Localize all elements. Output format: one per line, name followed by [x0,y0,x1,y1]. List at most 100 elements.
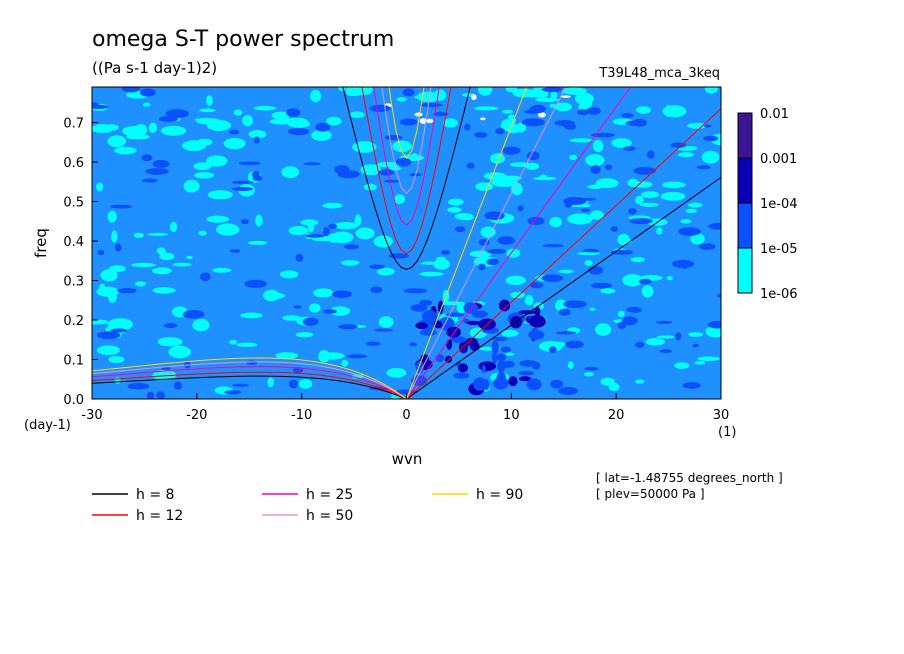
kelvin-wave-curve [406,87,631,399]
low-power-patch [207,190,233,200]
mid-power-patch [517,205,524,212]
colorbar-label: 1e-06 [760,287,798,302]
low-power-patch [635,379,645,384]
high-power-patch [500,346,511,353]
mid-power-patch [610,226,618,232]
high-power-patch [444,355,453,363]
low-power-patch [549,103,557,108]
low-power-patch [641,285,654,298]
x-tick-label: 30 [713,408,730,423]
colorbar-band [737,247,753,294]
low-power-patch [661,181,686,189]
mid-power-patch [564,123,577,130]
low-power-patch [656,335,676,339]
low-power-patch [414,95,423,99]
y-tick-label: 0.3 [63,275,84,290]
low-power-patch [645,338,665,346]
mid-power-patch [555,331,577,335]
high-power-patch [410,304,428,312]
mid-power-patch [402,88,415,97]
mid-power-patch [92,104,109,109]
low-power-patch [396,97,407,102]
low-power-patch [267,377,275,388]
low-power-patch [281,166,300,179]
low-power-patch [157,337,183,347]
mid-power-patch [145,168,169,175]
low-power-patch [111,230,118,243]
y-tick-label: 0.0 [63,393,84,408]
high-power-patch [457,363,469,373]
kelvin-wave-curve [406,176,721,399]
y-axis: 0.0 0.1 0.2 0.3 0.4 0.5 0.6 0.7 [63,117,98,408]
mid-power-patch [521,118,545,127]
mid-power-patch [628,208,637,215]
low-power-patch [279,270,299,279]
mid-power-patch [703,135,719,142]
mid-power-patch [646,150,655,159]
low-power-patch [704,87,718,94]
low-power-patch [448,198,464,206]
high-power-patch [446,326,462,338]
kelvin-wave-curve [406,87,528,399]
mid-power-patch [441,250,451,255]
mid-power-patch [295,253,304,262]
legend-entry: h = 50 [306,508,353,524]
low-power-patch [309,303,321,313]
mid-power-patch [403,288,428,294]
inertia-gravity-curve [361,87,452,255]
high-power-patch [450,336,467,343]
mid-power-patch [369,104,391,112]
high-power-patch [526,378,542,391]
low-power-patch [310,89,322,103]
x-axis: -30 -20 -10 0 10 20 30 [81,393,729,423]
low-power-patch [122,125,148,137]
low-power-patch [577,252,600,256]
low-power-patch [181,140,207,152]
min-power-patch [561,95,571,98]
mid-power-patch [572,197,597,201]
high-power-patch [491,351,498,364]
high-power-patch [499,299,511,312]
low-power-patch [194,172,214,179]
low-power-patch [92,319,109,325]
chart-title: omega S-T power spectrum [92,27,394,52]
mid-power-patch [587,107,601,115]
low-power-patch [242,115,254,127]
kelvin-wave-curve [406,87,567,399]
low-power-patch [685,208,698,214]
low-power-patch [447,207,462,213]
y-tick-label: 0.5 [63,196,84,211]
mid-power-patch [502,146,521,155]
mid-power-patch [584,366,599,371]
mid-power-patch [565,340,584,349]
mid-power-patch [127,382,150,390]
mid-power-patch [173,381,183,390]
mid-power-patch [253,136,260,144]
low-power-patch [680,219,692,224]
high-power-patches [92,87,721,399]
chart-subtitle: ((Pa s-1 day-1)2) [92,59,217,77]
low-power-patch [134,281,146,287]
metadata-pressure: [ plev=50000 Pa ] [596,487,705,501]
low-power-patch [454,213,474,220]
mid-power-patch [453,372,470,379]
low-power-patch [475,182,494,191]
low-power-patch [701,150,720,164]
mid-power-patch [246,360,258,365]
mid-power-patch [580,208,591,212]
min-power-patch [414,112,423,117]
high-power-patch [481,364,486,374]
y-tick-label: 0.4 [63,235,84,250]
legend-entry: h = 8 [136,487,174,503]
mid-power-patch [384,134,403,141]
colorbar-band [737,157,753,204]
mid-power-patch [365,341,381,346]
low-power-patch [490,153,506,164]
mid-power-patch [625,120,645,126]
x-tick-label: 10 [503,408,520,423]
low-power-patch [501,109,514,114]
mid-power-patch [369,264,385,270]
mid-power-patch [117,288,137,294]
low-power-patch [622,274,643,287]
low-power-patch [248,130,267,139]
